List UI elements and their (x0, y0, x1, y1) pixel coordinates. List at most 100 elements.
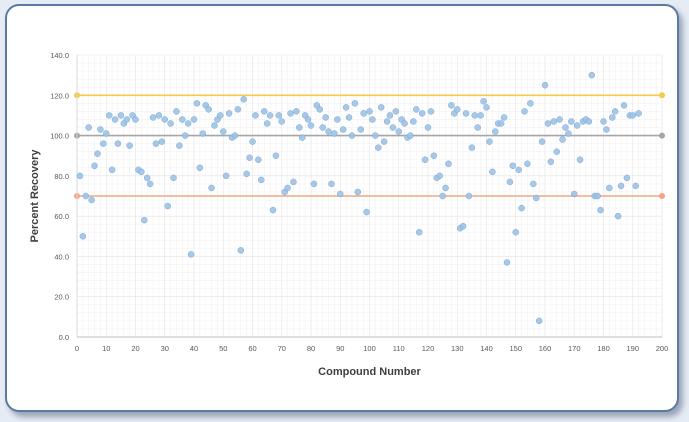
data-point (304, 116, 312, 123)
data-point (357, 126, 364, 133)
data-point (193, 100, 201, 107)
data-point (82, 192, 90, 200)
data-point (632, 182, 639, 190)
data-point (372, 132, 379, 139)
data-point (530, 180, 537, 188)
data-point (603, 126, 610, 133)
data-point (497, 120, 505, 127)
data-point (328, 180, 335, 188)
data-point (296, 124, 303, 131)
x-tick-label: 200 (656, 344, 669, 353)
data-point (217, 112, 224, 119)
data-point (585, 118, 593, 125)
data-point (272, 152, 280, 159)
data-point (474, 124, 481, 131)
data-point (76, 172, 84, 180)
x-tick-label: 160 (539, 344, 552, 353)
data-point (629, 112, 636, 119)
data-point (237, 247, 245, 254)
data-point (576, 156, 584, 163)
data-point (471, 112, 479, 119)
data-point (448, 102, 455, 109)
x-axis-title: Compound Number (318, 366, 421, 378)
data-point (354, 188, 362, 196)
data-point (161, 116, 168, 123)
data-point (100, 140, 107, 147)
data-point (348, 132, 356, 139)
data-point (459, 222, 467, 230)
data-point (492, 128, 499, 135)
data-point (260, 108, 268, 115)
data-point (380, 138, 388, 145)
data-point (565, 130, 572, 137)
data-point (571, 190, 578, 198)
data-point (187, 251, 195, 258)
data-point (489, 168, 496, 176)
data-point (255, 156, 262, 163)
data-point (298, 134, 306, 141)
y-tick-label: 140.0 (50, 51, 69, 60)
data-point (222, 172, 230, 180)
data-point (407, 132, 414, 139)
data-point (600, 118, 607, 125)
x-tick-label: 60 (248, 344, 256, 353)
x-tick-label: 190 (626, 344, 639, 353)
data-point (521, 108, 528, 115)
data-point (339, 126, 347, 133)
data-point (231, 132, 239, 139)
data-point (158, 138, 166, 145)
reference-line-marker (659, 92, 665, 99)
data-point (439, 192, 446, 200)
y-tick-label: 120.0 (50, 91, 69, 100)
data-point (284, 184, 291, 192)
data-point (263, 120, 271, 127)
y-axis-title: Percent Recovery (29, 149, 41, 243)
data-point (413, 106, 420, 113)
data-point (146, 180, 154, 188)
data-point (211, 122, 218, 129)
data-point (94, 150, 101, 157)
x-tick-label: 140 (480, 344, 493, 353)
data-point (375, 144, 382, 151)
data-point (290, 178, 297, 186)
data-point (181, 132, 189, 139)
data-point (360, 110, 367, 117)
y-tick-label: 60.0 (54, 212, 69, 221)
data-point (132, 116, 139, 123)
data-point (342, 104, 350, 111)
data-point (345, 114, 353, 121)
data-point (454, 106, 461, 113)
data-point (515, 166, 522, 174)
data-point (184, 120, 192, 127)
data-point (143, 174, 151, 182)
data-point (383, 118, 391, 125)
data-point (527, 100, 534, 107)
data-point (91, 162, 98, 170)
data-point (334, 116, 341, 123)
data-point (524, 160, 531, 168)
x-tick-label: 50 (219, 344, 227, 353)
data-point (588, 71, 596, 79)
data-point (573, 122, 581, 129)
x-tick-label: 150 (509, 344, 522, 353)
data-point (126, 142, 133, 149)
data-point (550, 118, 558, 125)
data-point (196, 164, 204, 172)
data-point (436, 172, 443, 180)
data-point (547, 158, 555, 166)
data-point (369, 116, 376, 123)
data-point (538, 138, 546, 145)
data-point (240, 96, 247, 103)
data-point (322, 114, 329, 121)
data-point (164, 202, 171, 210)
y-tick-label: 100.0 (50, 132, 69, 141)
data-point (506, 178, 514, 186)
y-tick-label: 80.0 (54, 172, 69, 181)
x-tick-label: 30 (161, 344, 169, 353)
data-point (331, 130, 338, 137)
data-point (480, 98, 487, 105)
data-point (468, 144, 476, 151)
data-point (149, 114, 157, 121)
x-tick-label: 70 (278, 344, 286, 353)
